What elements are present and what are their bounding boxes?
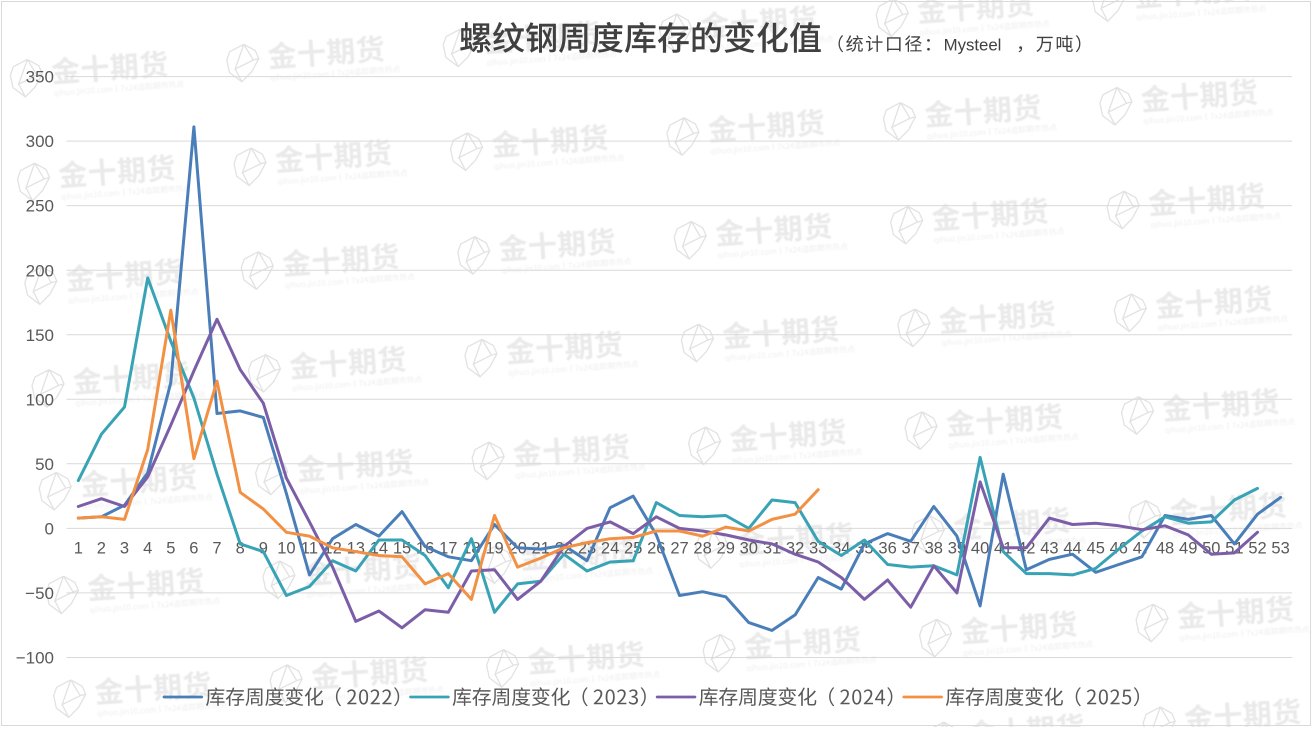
svg-text:44: 44 [1063,540,1081,558]
svg-text:250: 250 [26,197,54,216]
svg-text:28: 28 [693,540,711,558]
svg-text:11: 11 [301,540,318,558]
svg-text:36: 36 [878,540,896,558]
svg-text:−100: −100 [16,649,54,668]
svg-text:40: 40 [971,540,989,558]
svg-text:Mysteel: Mysteel [944,36,1002,55]
svg-text:52: 52 [1248,540,1266,558]
svg-text:47: 47 [1133,540,1151,558]
svg-text:100: 100 [26,390,54,409]
svg-text:9: 9 [259,540,268,558]
svg-text:5: 5 [166,540,175,558]
svg-text:−50: −50 [25,584,54,603]
svg-text:24: 24 [601,540,619,558]
svg-text:19: 19 [485,540,503,558]
svg-text:50: 50 [35,455,54,474]
svg-text:10: 10 [277,540,295,558]
svg-text:300: 300 [26,132,54,151]
svg-text:3: 3 [120,540,129,558]
svg-text:45: 45 [1087,540,1105,558]
svg-text:6: 6 [189,540,198,558]
svg-text:27: 27 [670,540,688,558]
svg-text:0: 0 [45,520,54,539]
svg-text:350: 350 [26,68,54,87]
svg-text:30: 30 [740,540,758,558]
svg-text:150: 150 [26,326,54,345]
svg-text:8: 8 [236,540,245,558]
svg-text:37: 37 [902,540,920,558]
svg-text:7: 7 [212,540,221,558]
svg-text:17: 17 [439,540,457,558]
svg-text:13: 13 [347,540,365,558]
svg-text:4: 4 [143,540,152,558]
svg-text:2: 2 [97,540,106,558]
svg-text:38: 38 [925,540,943,558]
svg-text:15: 15 [393,540,411,558]
svg-text:200: 200 [26,261,54,280]
svg-text:48: 48 [1156,540,1174,558]
svg-text:43: 43 [1040,540,1058,558]
svg-text:49: 49 [1179,540,1197,558]
svg-text:53: 53 [1271,540,1289,558]
svg-text:29: 29 [717,540,735,558]
svg-text:1: 1 [74,540,83,558]
